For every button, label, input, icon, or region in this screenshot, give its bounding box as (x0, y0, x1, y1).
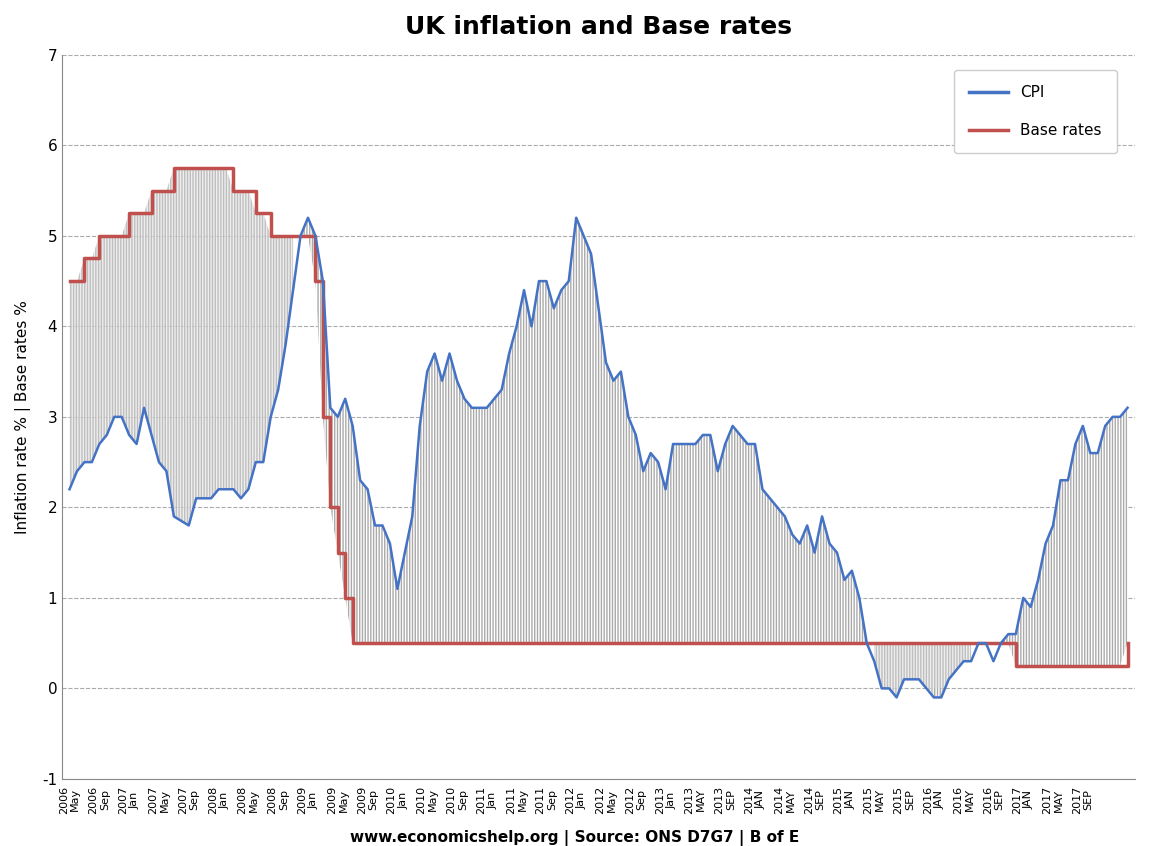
Base rates (539, 638, 553, 648)
CPI (100, 430, 114, 440)
Title: UK inflation and Base rates: UK inflation and Base rates (405, 15, 792, 39)
Base rates (1120, 638, 1134, 648)
Y-axis label: Inflation rate % | Base rates %: Inflation rate % | Base rates % (15, 300, 31, 534)
Line: Base rates: Base rates (69, 168, 1127, 666)
CPI (503, 349, 516, 359)
Base rates (62, 276, 76, 286)
CPI (1120, 403, 1134, 413)
Base rates (100, 231, 114, 241)
CPI (301, 212, 315, 222)
CPI (890, 692, 904, 702)
CPI (152, 457, 166, 467)
Base rates (1009, 661, 1022, 671)
Base rates (503, 638, 516, 648)
Line: CPI: CPI (69, 217, 1127, 697)
CPI (539, 276, 553, 286)
Base rates (428, 638, 442, 648)
CPI (428, 349, 442, 359)
CPI (346, 420, 360, 431)
CPI (62, 484, 76, 494)
Base rates (152, 185, 166, 195)
Base rates (167, 163, 181, 173)
Legend: CPI, Base rates: CPI, Base rates (954, 69, 1117, 153)
Text: www.economicshelp.org | Source: ONS D7G7 | B of E: www.economicshelp.org | Source: ONS D7G7… (351, 830, 799, 846)
Base rates (346, 638, 360, 648)
